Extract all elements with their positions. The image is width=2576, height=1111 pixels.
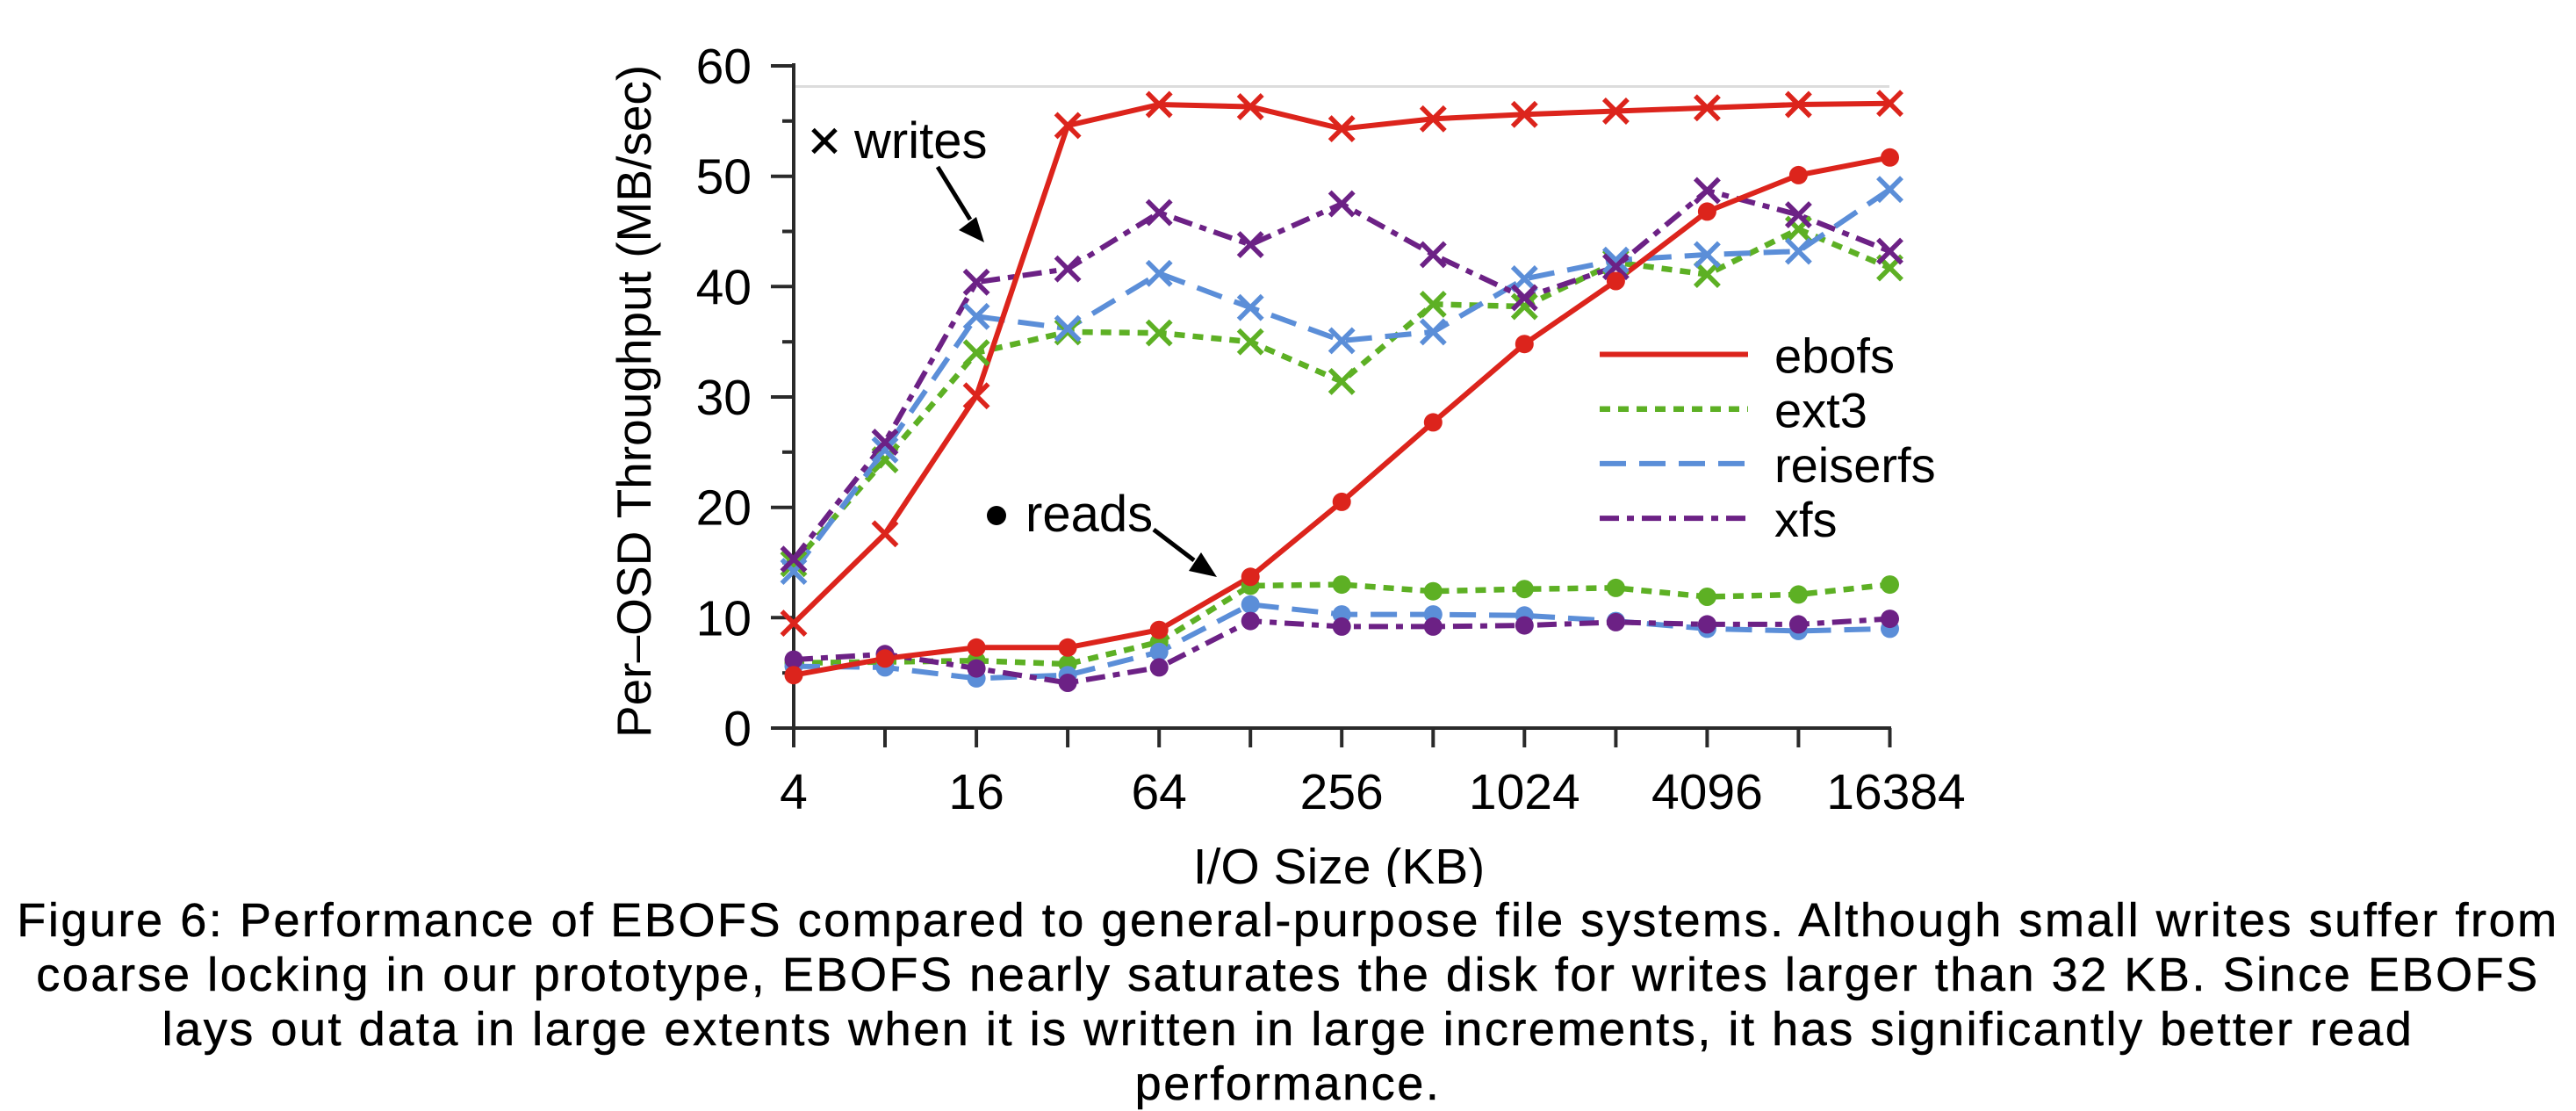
svg-text:50: 50 <box>696 149 752 206</box>
svg-text:ext3: ext3 <box>1774 383 1867 438</box>
svg-text:30: 30 <box>696 370 752 426</box>
svg-text:40: 40 <box>696 259 752 315</box>
svg-text:0: 0 <box>723 701 752 757</box>
svg-text:4096: 4096 <box>1651 764 1763 820</box>
svg-text:xfs: xfs <box>1774 492 1838 547</box>
svg-text:256: 256 <box>1300 764 1384 820</box>
svg-text:16: 16 <box>948 764 1004 820</box>
svg-text:writes: writes <box>853 112 987 170</box>
svg-text:ebofs: ebofs <box>1774 328 1895 384</box>
svg-text:I/O Size (KB): I/O Size (KB) <box>1193 839 1486 887</box>
svg-text:1024: 1024 <box>1469 764 1580 820</box>
svg-text:10: 10 <box>696 590 752 646</box>
svg-text:64: 64 <box>1131 764 1186 820</box>
svg-text:4: 4 <box>780 764 808 820</box>
svg-text:reads: reads <box>1025 486 1153 543</box>
svg-text:Per–OSD Throughput (MB/sec): Per–OSD Throughput (MB/sec) <box>607 65 661 738</box>
svg-text:60: 60 <box>696 39 752 95</box>
svg-text:reiserfs: reiserfs <box>1774 437 1936 493</box>
svg-text:20: 20 <box>696 480 752 537</box>
svg-text:16384: 16384 <box>1826 764 1966 820</box>
